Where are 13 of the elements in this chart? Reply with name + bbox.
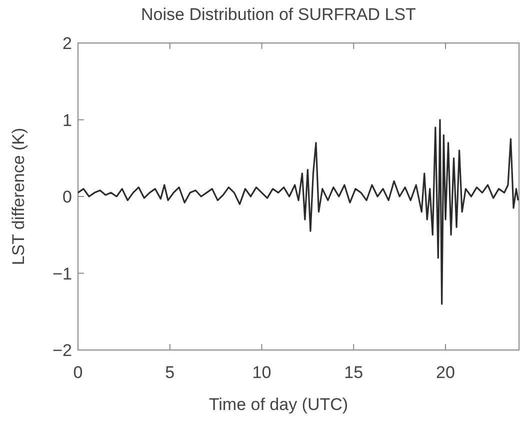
x-axis-title: Time of day (UTC): [208, 395, 348, 414]
y-tick-label: −2: [52, 341, 72, 360]
line-series: [77, 118, 519, 305]
y-tick-label: 1: [62, 110, 72, 130]
x-tick-label: 15: [344, 363, 364, 382]
y-tick-label: −1: [52, 264, 72, 284]
x-tick-label: 10: [252, 363, 272, 382]
y-tick-label: 0: [62, 188, 72, 206]
x-tick-label: 5: [165, 363, 175, 382]
chart-title: Noise Distribution of SURFRAD LST: [141, 5, 416, 24]
y-tick-label: 2: [62, 34, 72, 53]
x-tick-label: 20: [436, 363, 455, 382]
y-axis-title: LST difference (K): [9, 128, 28, 266]
